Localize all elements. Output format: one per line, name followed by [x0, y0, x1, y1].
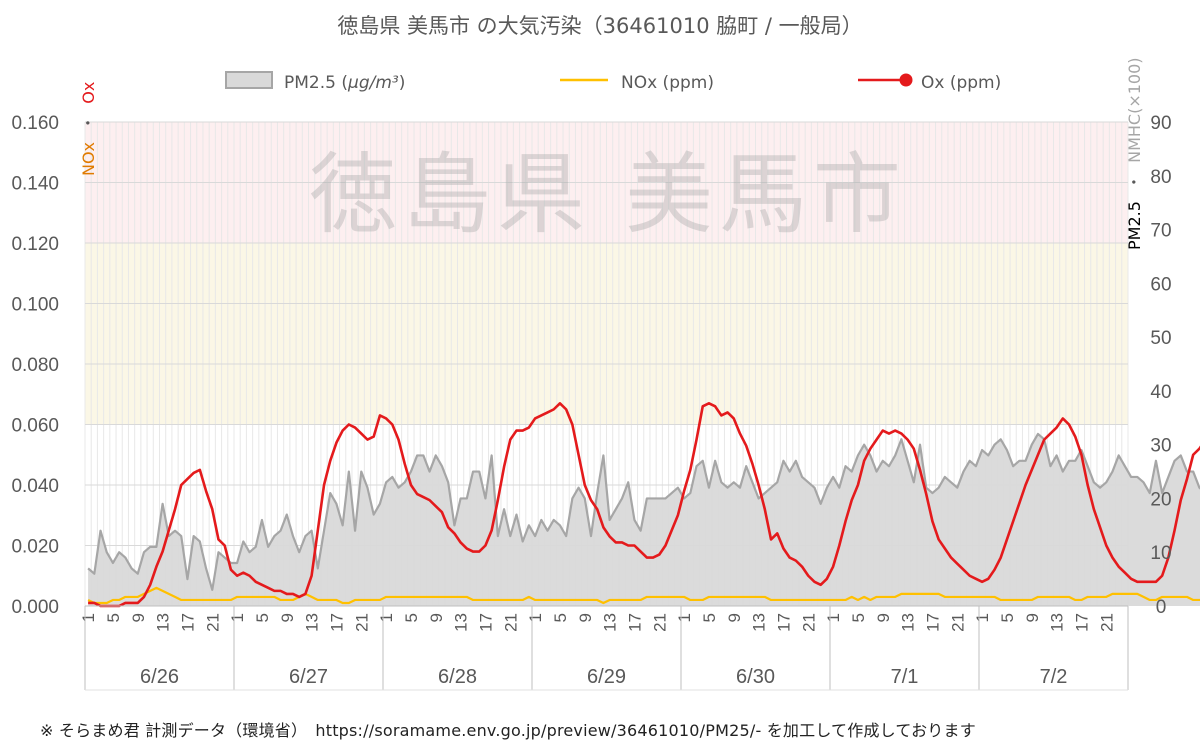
legend-nox-label: NOx (ppm) [621, 73, 714, 93]
left-tick-label: 0.060 [11, 416, 59, 437]
hour-tick-label: 13 [899, 613, 918, 632]
left-tick-label: 0.140 [11, 174, 59, 195]
left-tick-label: 0.160 [11, 113, 59, 134]
hour-tick-label: 9 [1023, 613, 1042, 622]
hour-tick-label: 9 [576, 613, 595, 622]
hour-tick-label: 17 [923, 613, 942, 632]
hour-tick-label: 1 [824, 613, 843, 622]
hour-tick-label: 9 [874, 613, 893, 622]
left-tick-label: 0.080 [11, 355, 59, 376]
hour-tick-label: 1 [675, 613, 694, 622]
hour-tick-label: 1 [973, 613, 992, 622]
hour-tick-label: 9 [129, 613, 148, 622]
hour-tick-label: 9 [725, 613, 744, 622]
hour-tick-label: 1 [79, 613, 98, 622]
nox-series [87, 586, 1200, 605]
hour-tick-label: 1 [377, 613, 396, 622]
hour-tick-label: 13 [1048, 613, 1067, 632]
hour-tick-label: 1 [228, 613, 247, 622]
hour-tick-label: 21 [352, 613, 371, 632]
right-tick-label: 50 [1150, 328, 1171, 349]
day-label: 6/27 [289, 666, 328, 688]
left-tick-label: 0.040 [11, 476, 59, 497]
hour-tick-label: 21 [203, 613, 222, 632]
hour-tick-label: 17 [625, 613, 644, 632]
right-tick-label: 0 [1156, 597, 1167, 618]
hour-tick-label: 13 [303, 613, 322, 632]
hour-tick-label: 5 [551, 613, 570, 622]
hour-tick-label: 5 [253, 613, 272, 622]
chart-title: 徳島県 美馬市 の大気汚染（36461010 脇町 / 一般局） [337, 14, 862, 38]
ox-series [88, 402, 1200, 608]
hour-tick-label: 5 [849, 613, 868, 622]
legend-ox-label: Ox (ppm) [921, 73, 1001, 93]
right-axis-sep: ・ [1125, 174, 1144, 190]
right-tick-label: 80 [1150, 167, 1171, 188]
hour-tick-label: 13 [154, 613, 173, 632]
hour-tick-label: 17 [327, 613, 346, 632]
day-label: 7/2 [1040, 666, 1068, 688]
legend-ox-marker [899, 73, 913, 87]
day-label: 6/29 [587, 666, 626, 688]
hour-tick-label: 21 [799, 613, 818, 632]
hour-tick-label: 13 [601, 613, 620, 632]
legend-pm25-label: PM2.5 (μg/m³) [284, 73, 405, 93]
hour-tick-label: 5 [700, 613, 719, 622]
right-tick-label: 20 [1150, 489, 1171, 510]
nox-line [87, 586, 1200, 605]
left-axis-sep: ・ [79, 115, 98, 131]
svg-text:PM2.5 ・ NMHC(×100): PM2.5 ・ NMHC(×100) [1125, 57, 1144, 250]
hour-tick-label: 5 [998, 613, 1017, 622]
svg-text:NOx ・ Ox: NOx ・ Ox [79, 82, 98, 176]
hour-tick-label: 21 [948, 613, 967, 632]
hour-tick-label: 9 [427, 613, 446, 622]
left-tick-label: 0.020 [11, 537, 59, 558]
right-tick-label: 60 [1150, 274, 1171, 295]
hour-tick-label: 17 [476, 613, 495, 632]
right-axis-nmhc-label: NMHC(×100) [1125, 57, 1144, 162]
right-axis-title: PM2.5 ・ NMHC(×100) [1125, 57, 1144, 250]
hour-tick-label: 21 [650, 613, 669, 632]
hour-tick-label: 17 [774, 613, 793, 632]
legend-pm25-swatch [225, 71, 273, 89]
hour-tick-label: 21 [501, 613, 520, 632]
right-axis-pm-label: PM2.5 [1125, 201, 1144, 250]
right-tick-label: 10 [1150, 543, 1171, 564]
x-axis: 1 5 9 13 17 216/261 5 9 13 17 216/271 5 9 13 17 216/281… [79, 605, 1129, 691]
right-axis: 0 10 20 30 40 50 60 70 80 90 [1150, 113, 1171, 618]
left-axis-title: NOx ・ Ox [79, 82, 98, 176]
right-tick-label: 30 [1150, 436, 1171, 457]
hour-tick-label: 5 [104, 613, 123, 622]
hour-tick-label: 5 [402, 613, 421, 622]
day-label: 6/30 [736, 666, 775, 688]
hour-tick-label: 9 [278, 613, 297, 622]
legend: PM2.5 (μg/m³) NOx (ppm) Ox (ppm) [225, 71, 1001, 93]
hour-tick-label: 1 [526, 613, 545, 622]
right-tick-label: 90 [1150, 113, 1171, 134]
hour-tick-label: 13 [750, 613, 769, 632]
day-label: 6/28 [438, 666, 477, 688]
left-tick-label: 0.120 [11, 234, 59, 255]
left-axis-ox-label: Ox [79, 82, 98, 104]
left-axis-nox-label: NOx [79, 142, 98, 176]
right-tick-label: 40 [1150, 382, 1171, 403]
day-label: 6/26 [140, 666, 179, 688]
left-tick-label: 0.100 [11, 295, 59, 316]
left-axis: 0.000 0.020 0.040 0.060 0.080 0.100 0.120 0.140… [11, 113, 59, 618]
watermark: 徳島県 美馬市 [309, 143, 907, 246]
hour-tick-label: 21 [1097, 613, 1116, 632]
ox-line [88, 402, 1200, 608]
right-tick-label: 70 [1150, 221, 1171, 242]
hour-tick-label: 17 [178, 613, 197, 632]
footer-source-note: ※ そらまめ君 計測データ（環境省） https://soramame.env.… [40, 721, 976, 740]
day-label: 7/1 [891, 666, 919, 688]
hour-tick-label: 13 [452, 613, 471, 632]
hour-tick-label: 17 [1072, 613, 1091, 632]
pm25-line [87, 432, 1200, 591]
left-tick-label: 0.000 [11, 597, 59, 618]
